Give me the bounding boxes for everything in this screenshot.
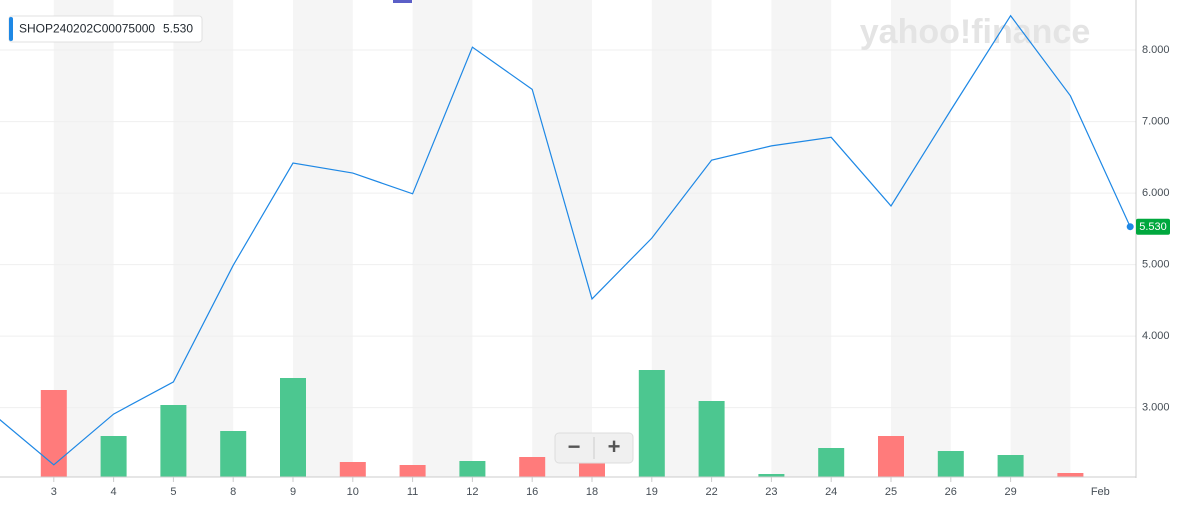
price-line xyxy=(0,14,1131,466)
top-marker xyxy=(393,0,412,3)
legend-swatch xyxy=(9,17,13,41)
x-tick-label: 26 xyxy=(945,486,957,498)
x-tick-label: 9 xyxy=(290,486,296,498)
x-tick-label: 3 xyxy=(51,486,57,498)
last-value-tag xyxy=(1136,218,1170,235)
overlay: 5.530 xyxy=(1126,218,1170,235)
legend: SHOP240202C00075000 5.530 xyxy=(8,15,203,43)
volume-bar xyxy=(878,436,904,477)
volume-bar xyxy=(1057,473,1084,477)
volume-bar xyxy=(579,462,605,477)
zoom-controls: − + xyxy=(554,432,634,464)
zoom-in-button[interactable]: + xyxy=(608,434,621,459)
x-tick-label: 19 xyxy=(646,486,658,498)
y-tick-label: 6.000 xyxy=(1142,187,1170,199)
stripe xyxy=(173,0,234,477)
volume-bar xyxy=(638,370,665,477)
x-tick-label: 22 xyxy=(705,486,717,498)
x-tick-label: 5 xyxy=(170,486,176,498)
legend-label: SHOP240202C00075000 xyxy=(19,22,155,36)
x-tick-label: 16 xyxy=(526,486,538,498)
y-tick-label: 3.000 xyxy=(1142,402,1170,414)
volume-bar xyxy=(937,451,964,477)
x-month-label: Feb xyxy=(1091,486,1110,498)
volume-bar xyxy=(459,461,486,477)
stripe xyxy=(412,0,473,477)
y-tick-label: 4.000 xyxy=(1142,330,1170,342)
x-tick-label: 10 xyxy=(347,486,359,498)
x-tick-label: 23 xyxy=(765,486,777,498)
y-tick-label: 5.000 xyxy=(1142,259,1170,271)
volume-bar xyxy=(280,378,306,477)
volume-bar xyxy=(698,401,725,477)
x-tick-label: 4 xyxy=(111,486,117,498)
volume-bar xyxy=(40,390,67,477)
x-tick-label: 24 xyxy=(825,486,837,498)
volume-bar xyxy=(818,448,845,477)
y-tick-label: 7.000 xyxy=(1142,115,1170,127)
stripe xyxy=(891,0,951,477)
x-tick-label: 29 xyxy=(1004,486,1016,498)
volume-bar xyxy=(339,462,366,477)
stripe xyxy=(771,0,832,477)
y-tick-label: 8.000 xyxy=(1142,44,1170,56)
volume-bar xyxy=(160,405,187,477)
volume-bar xyxy=(220,431,247,477)
volume-bar xyxy=(399,465,426,477)
price-line xyxy=(0,14,1131,466)
x-tick-label: 8 xyxy=(230,486,236,498)
grid xyxy=(0,49,1136,409)
volume-bar xyxy=(997,455,1024,477)
zoom-out-button[interactable]: − xyxy=(568,434,581,459)
stripes xyxy=(53,0,1071,477)
stripe xyxy=(1010,0,1071,477)
x-tick-label: 11 xyxy=(407,486,418,498)
x-tick-label: 25 xyxy=(885,486,897,498)
stripe xyxy=(532,0,592,477)
volume-bar xyxy=(758,474,785,477)
volume-bar xyxy=(100,436,127,477)
watermark: yahoo!finance xyxy=(860,13,1090,51)
x-tick-label: 18 xyxy=(586,486,598,498)
last-value-label: 5.530 xyxy=(1139,221,1167,233)
volume-bars xyxy=(40,370,1084,477)
x-tick-label: 12 xyxy=(466,486,478,498)
volume-bar xyxy=(519,457,546,477)
last-point xyxy=(1126,223,1134,231)
legend-value: 5.530 xyxy=(163,22,193,36)
